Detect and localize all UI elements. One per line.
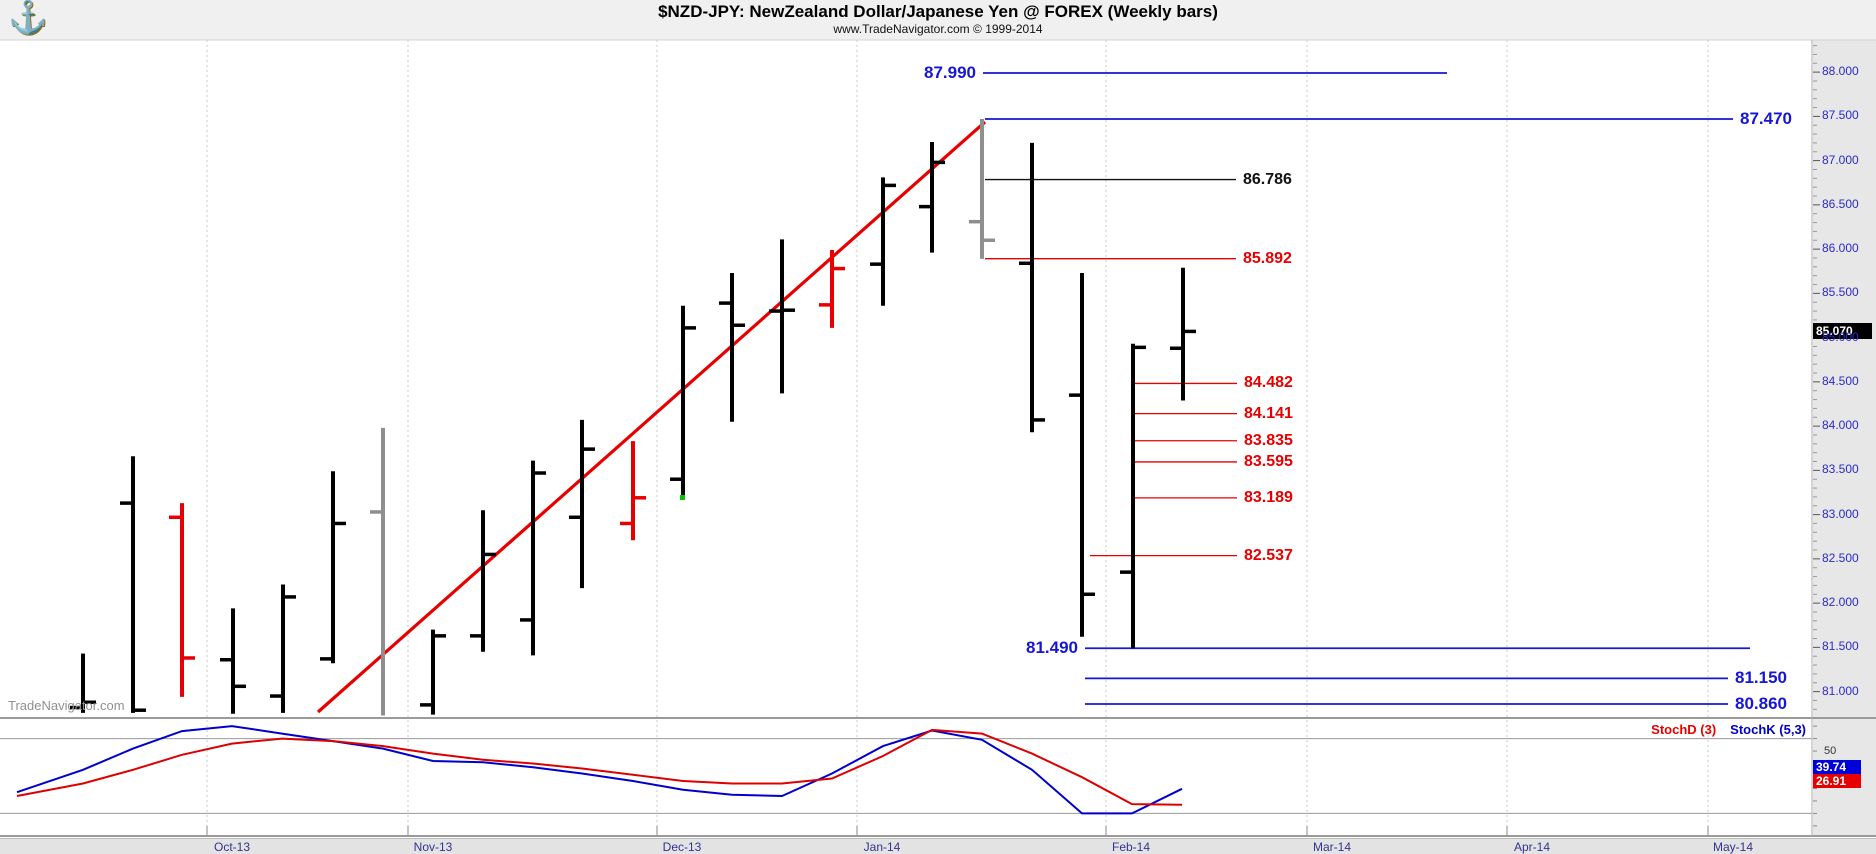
price-level-label[interactable]: 84.141: [1244, 404, 1293, 422]
chart-header: ⚓ $NZD-JPY: NewZealand Dollar/Japanese Y…: [0, 0, 1876, 40]
ohlc-bar: [470, 510, 496, 652]
ohlc-bar: [1069, 273, 1095, 637]
trade-navigator-logo-icon: ⚓: [8, 0, 48, 35]
ohlc-bar: [919, 142, 945, 253]
stochk-curve: [16, 725, 1183, 815]
ohlc-bar: [569, 419, 595, 589]
price-level-label[interactable]: 81.490: [1026, 638, 1078, 658]
ohlc-bar: [220, 608, 246, 714]
price-level-label[interactable]: 87.470: [1740, 109, 1792, 129]
price-level-label[interactable]: 83.189: [1244, 488, 1293, 506]
ohlc-bar: [1019, 142, 1045, 433]
ohlc-bar: [969, 119, 995, 259]
price-level-label[interactable]: 83.595: [1244, 452, 1293, 470]
price-level-label[interactable]: 85.892: [1243, 249, 1292, 267]
ohlc-bar: [520, 460, 546, 656]
stochd-curve: [16, 728, 1183, 806]
ohlc-bar: [1120, 343, 1146, 649]
ohlc-bar: [769, 239, 795, 394]
buy-marker-dot: [680, 495, 685, 500]
price-axis[interactable]: [1813, 40, 1876, 836]
ohlc-bar: [719, 273, 745, 422]
ohlc-bar: [320, 471, 346, 664]
legend-stochd[interactable]: StochD (3): [1651, 722, 1717, 737]
ohlc-bar: [670, 305, 696, 498]
ohlc-bar: [70, 653, 96, 713]
legend-stochk[interactable]: StochK (5,3): [1730, 722, 1806, 737]
ohlc-bar: [120, 456, 146, 713]
price-level-label[interactable]: 80.860: [1735, 694, 1787, 713]
trend-line[interactable]: [316, 120, 987, 714]
chart-title: $NZD-JPY: NewZealand Dollar/Japanese Yen…: [658, 2, 1218, 21]
date-axis[interactable]: [0, 838, 1876, 854]
indicator-legend: StochD (3) StochK (5,3): [1651, 722, 1806, 737]
ohlc-bar: [620, 441, 646, 541]
ohlc-bar: [169, 503, 195, 697]
ohlc-bar: [370, 427, 385, 716]
ohlc-bar: [1170, 267, 1196, 401]
chart-subtitle: www.TradeNavigator.com © 1999-2014: [833, 22, 1043, 36]
ohlc-bar: [270, 584, 296, 713]
price-level-label[interactable]: 81.150: [1735, 668, 1787, 688]
price-level-label[interactable]: 84.482: [1244, 374, 1293, 392]
ohlc-bar: [420, 629, 446, 715]
price-bars: [70, 119, 1196, 716]
price-level-label[interactable]: 86.786: [1243, 170, 1292, 188]
price-level-label[interactable]: 87.990: [924, 63, 976, 82]
ohlc-bar: [870, 177, 896, 306]
price-level-label[interactable]: 82.537: [1244, 546, 1293, 564]
ohlc-bar: [819, 250, 845, 328]
price-level-label[interactable]: 83.835: [1244, 431, 1293, 449]
